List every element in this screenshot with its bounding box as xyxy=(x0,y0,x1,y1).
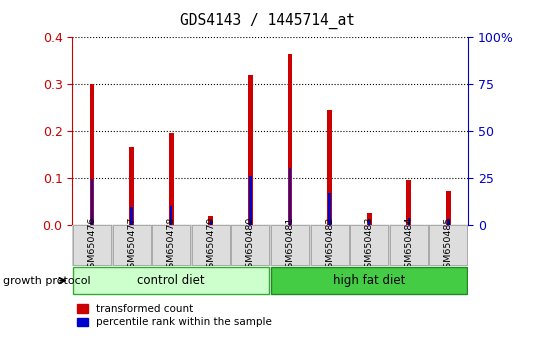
Bar xyxy=(368,220,370,225)
Legend: transformed count, percentile rank within the sample: transformed count, percentile rank withi… xyxy=(78,304,272,327)
Text: GSM650477: GSM650477 xyxy=(127,216,136,274)
Text: GSM650482: GSM650482 xyxy=(325,216,334,274)
Bar xyxy=(210,221,212,225)
Text: GSM650485: GSM650485 xyxy=(444,216,453,274)
Bar xyxy=(328,193,331,225)
Bar xyxy=(73,225,111,265)
Text: control diet: control diet xyxy=(137,274,205,287)
Text: GSM650480: GSM650480 xyxy=(246,216,255,274)
Text: GSM650476: GSM650476 xyxy=(88,216,96,274)
Bar xyxy=(288,53,292,225)
Bar xyxy=(112,225,151,265)
Bar xyxy=(91,179,93,225)
Bar xyxy=(170,206,172,225)
Bar xyxy=(231,225,270,265)
Text: GSM650478: GSM650478 xyxy=(167,216,175,274)
Text: GSM650483: GSM650483 xyxy=(365,216,373,274)
Bar xyxy=(271,267,468,295)
Bar xyxy=(209,216,213,225)
Bar xyxy=(192,225,230,265)
Bar xyxy=(446,191,450,225)
Bar xyxy=(73,267,270,295)
Bar xyxy=(248,75,253,225)
Bar xyxy=(152,225,190,265)
Bar xyxy=(327,110,332,225)
Text: GSM650479: GSM650479 xyxy=(207,216,215,274)
Bar xyxy=(90,84,94,225)
Text: GDS4143 / 1445714_at: GDS4143 / 1445714_at xyxy=(180,12,355,29)
Text: growth protocol: growth protocol xyxy=(3,275,90,286)
Bar xyxy=(271,225,309,265)
Bar xyxy=(129,147,134,225)
Bar xyxy=(350,225,388,265)
Bar xyxy=(249,176,251,225)
Bar xyxy=(310,225,349,265)
Bar xyxy=(289,167,291,225)
Bar xyxy=(408,218,410,225)
Bar xyxy=(131,207,133,225)
Bar xyxy=(407,180,411,225)
Text: GSM650481: GSM650481 xyxy=(286,216,294,274)
Bar xyxy=(447,219,449,225)
Bar xyxy=(429,225,468,265)
Text: high fat diet: high fat diet xyxy=(333,274,406,287)
Text: GSM650484: GSM650484 xyxy=(404,216,413,274)
Bar xyxy=(367,213,371,225)
Bar xyxy=(389,225,428,265)
Bar xyxy=(169,133,173,225)
